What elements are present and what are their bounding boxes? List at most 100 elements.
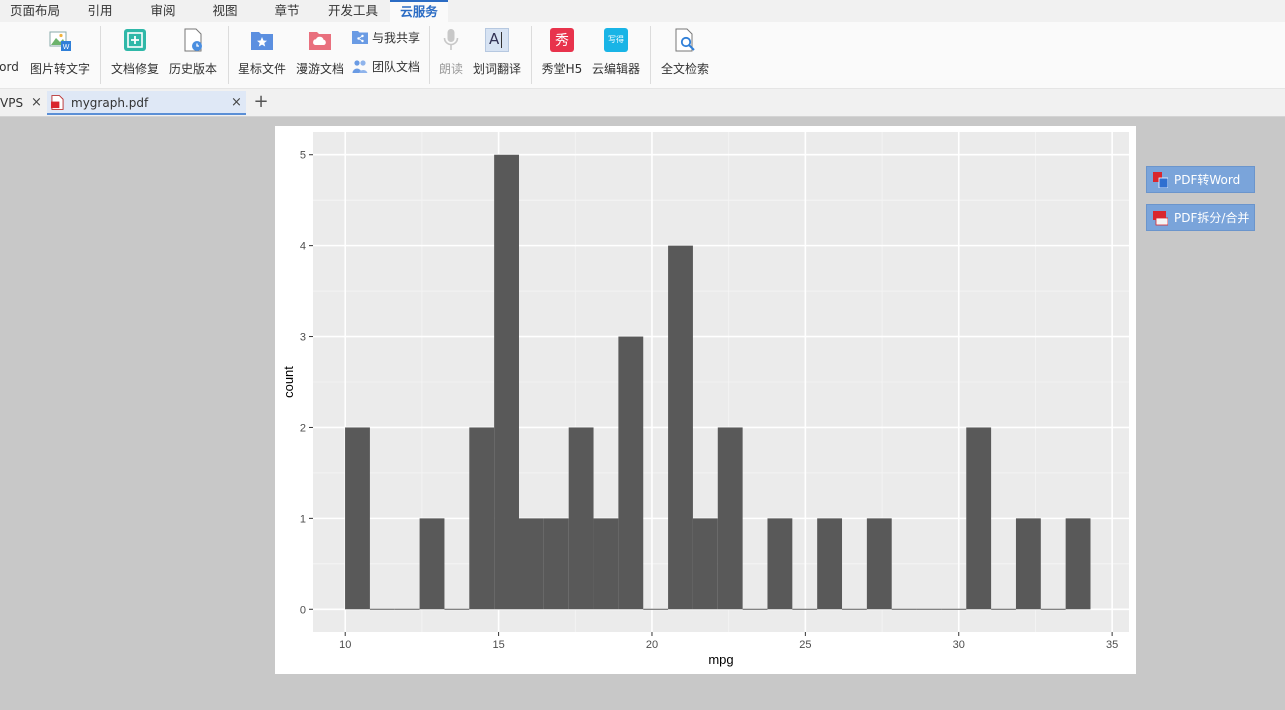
pdf-to-word-label: PDF转Word (1174, 173, 1241, 187)
share-folder-icon (352, 31, 368, 44)
menu-bar: 页面布局 引用 审阅 视图 章节 开发工具 云服务 (0, 0, 1285, 22)
translate-icon-letter: A (489, 30, 500, 48)
image-to-text-label: 图片转文字 (29, 62, 90, 76)
history-version-label: 历史版本 (168, 62, 217, 76)
blank-icon (0, 28, 21, 52)
image-to-text-icon: W (49, 31, 71, 51)
starred-files-button[interactable]: 星标文件 (236, 26, 288, 82)
show-h5-icon-text: 秀 (555, 33, 569, 49)
y-tick-label: 3 (300, 332, 306, 344)
image-to-text-button[interactable]: W 图片转文字 (28, 26, 92, 82)
cloud-editor-icon-text: 写得 (608, 35, 624, 44)
shared-with-me-button[interactable]: 与我共享 (352, 27, 420, 47)
histogram-bar (419, 518, 445, 610)
doc-repair-button[interactable]: 文档修复 (109, 26, 161, 82)
histogram-bar (692, 518, 718, 610)
read-aloud-label: 朗读 (438, 62, 463, 76)
roaming-docs-label: 漫游文档 (295, 62, 344, 76)
histogram-bar (717, 427, 743, 610)
history-version-icon (184, 28, 202, 52)
histogram-bar (966, 427, 992, 610)
histogram-bar (767, 518, 793, 610)
translate-label: 划词翻译 (472, 62, 521, 76)
tab-chapter[interactable]: 章节 (274, 3, 300, 18)
document-search-icon (675, 28, 695, 52)
x-tick-label: 35 (1106, 639, 1118, 651)
histogram-bar (866, 518, 892, 610)
histogram-bar (618, 336, 644, 610)
ribbon-divider (100, 26, 101, 84)
pdf-page: 10 15 20 25 30 35 0 1 2 3 4 5 mpg count (275, 126, 1136, 674)
y-axis-label: count (281, 366, 296, 398)
histogram-bar (1015, 518, 1041, 610)
pdf-to-word-ribbon-label: ord (0, 60, 19, 74)
close-icon[interactable]: × (231, 95, 242, 110)
histogram-chart: 10 15 20 25 30 35 0 1 2 3 4 5 mpg count (281, 132, 1129, 667)
histogram-bar (593, 518, 619, 610)
show-h5-icon: 秀 (550, 28, 574, 52)
x-axis-label: mpg (708, 652, 733, 667)
pdf-split-merge-button[interactable]: PDF拆分/合并 (1146, 204, 1255, 231)
cloud-editor-icon: 写得 (604, 28, 628, 52)
text-cursor-icon (501, 32, 502, 48)
cloud-editor-button[interactable]: 写得 云编辑器 (590, 26, 642, 82)
document-tab-bar: VPS × mygraph.pdf × (0, 89, 1285, 117)
pdf-split-merge-icon (1153, 211, 1168, 226)
ribbon-toolbar: ord W 图片转文字 文档修复 历史版本 (0, 22, 1285, 89)
tab-page-layout[interactable]: 页面布局 (9, 3, 60, 18)
shared-with-me-label: 与我共享 (372, 30, 421, 45)
x-tick-label: 20 (646, 639, 658, 651)
new-tab-button[interactable]: + (253, 91, 269, 112)
doc-tab-mygraph-label: mygraph.pdf (71, 96, 149, 110)
y-tick-label: 2 (300, 422, 306, 434)
doc-repair-icon (124, 29, 146, 51)
pdf-split-merge-label: PDF拆分/合并 (1174, 211, 1250, 225)
x-tick-label: 30 (953, 639, 965, 651)
doc-tab-mygraph[interactable]: mygraph.pdf × (47, 91, 246, 115)
doc-tab-wps-label: VPS (0, 96, 24, 110)
histogram-bar (543, 518, 569, 610)
show-h5-button[interactable]: 秀 秀堂H5 (539, 26, 585, 82)
tab-review[interactable]: 审阅 (150, 3, 176, 18)
full-text-search-button[interactable]: 全文检索 (659, 26, 711, 82)
histogram-bar (817, 518, 843, 610)
y-tick-label: 1 (300, 513, 306, 525)
svg-text:W: W (63, 44, 70, 51)
histogram-bar (518, 518, 544, 610)
history-version-button[interactable]: 历史版本 (167, 26, 219, 82)
doc-tab-wps[interactable]: VPS × (0, 91, 46, 115)
ribbon-divider (228, 26, 229, 84)
y-tick-label: 5 (300, 150, 306, 162)
close-icon[interactable]: × (31, 95, 42, 110)
translate-button[interactable]: A 划词翻译 (471, 26, 523, 82)
full-text-search-label: 全文检索 (660, 62, 709, 76)
histogram-bar (494, 154, 519, 610)
star-folder-icon (251, 32, 273, 50)
tab-cloud-services[interactable]: 云服务 (390, 0, 448, 22)
ribbon-divider (531, 26, 532, 84)
histogram-bar (469, 427, 495, 610)
read-aloud-button[interactable]: 朗读 (437, 26, 465, 82)
team-icon (352, 60, 368, 73)
team-docs-label: 团队文档 (372, 59, 421, 74)
axes: 10 15 20 25 30 35 0 1 2 3 4 5 (300, 150, 1118, 651)
translate-icon: A (485, 28, 509, 52)
team-docs-button[interactable]: 团队文档 (352, 56, 420, 76)
histogram-bar (668, 245, 693, 610)
x-tick-label: 10 (339, 639, 351, 651)
pdf-to-word-ribbon-button[interactable]: ord (0, 26, 20, 82)
x-tick-label: 25 (799, 639, 811, 651)
doc-repair-label: 文档修复 (110, 62, 159, 76)
y-tick-label: 4 (300, 241, 306, 253)
roaming-docs-button[interactable]: 漫游文档 (294, 26, 346, 82)
tab-view[interactable]: 视图 (212, 3, 238, 18)
y-tick-label: 0 (300, 604, 306, 616)
ribbon-divider (429, 26, 430, 84)
cloud-editor-label: 云编辑器 (591, 62, 640, 76)
cloud-folder-icon (309, 32, 331, 50)
pdf-to-word-button[interactable]: PDF转Word (1146, 166, 1255, 193)
tab-references[interactable]: 引用 (87, 3, 113, 18)
tab-developer-tools[interactable]: 开发工具 (327, 3, 378, 18)
pdf-file-icon (51, 95, 64, 110)
pdf-to-word-icon (1153, 172, 1168, 188)
